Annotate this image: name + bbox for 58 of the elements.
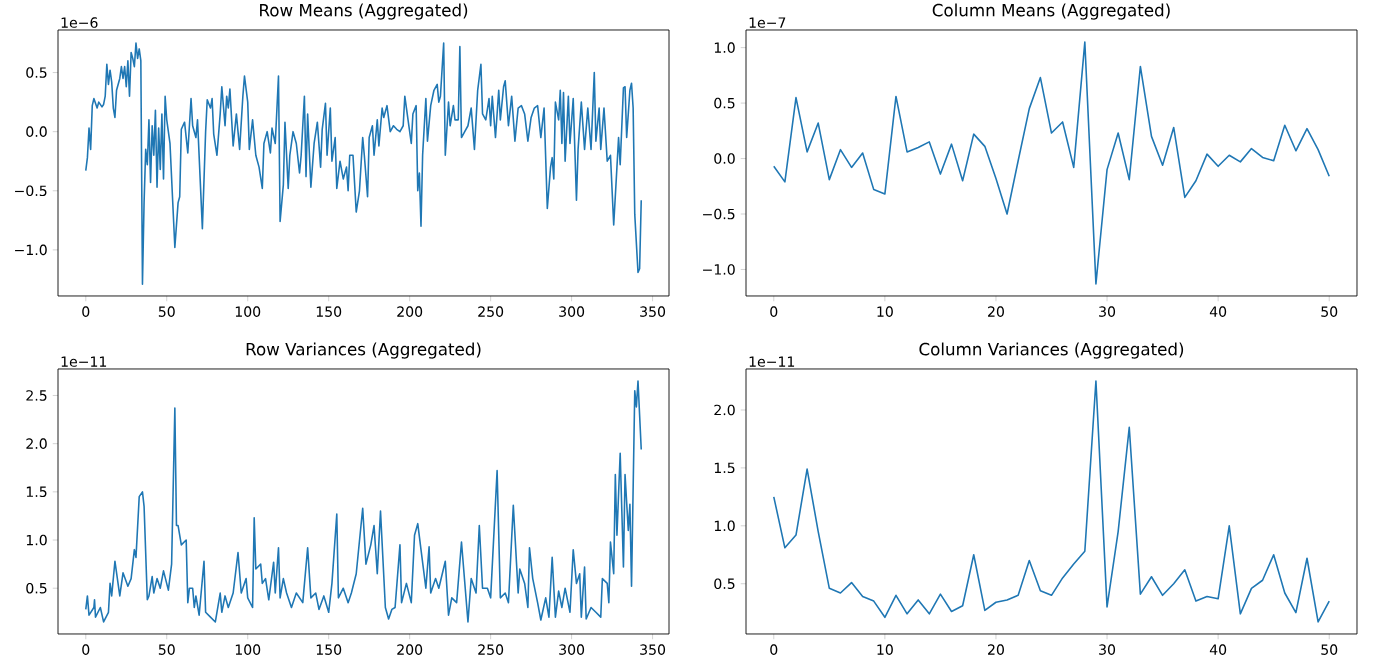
y-tick-label: 1.0 [26, 534, 47, 546]
y-tick-label: 0.5 [26, 582, 47, 594]
x-tick-label: 0 [770, 306, 778, 317]
x-tick-label: 10 [877, 306, 893, 317]
y-tick-label: 1.5 [26, 486, 47, 498]
x-tick-label: 50 [158, 644, 175, 655]
x-tick-label: 0 [82, 644, 90, 655]
x-tick-label: 0 [770, 644, 778, 655]
x-tick-label: 150 [316, 306, 342, 317]
chart-title: Column Means (Aggregated) [932, 3, 1170, 20]
text: 1e−11 [61, 356, 107, 367]
x-tick-label: 250 [478, 306, 504, 317]
y-tick-label: 2.5 [26, 390, 47, 401]
y-tick-label: 0.5 [26, 67, 47, 78]
x-tick-label: 40 [1209, 644, 1227, 655]
y-tick-label: −1.0 [15, 244, 47, 256]
x-tick-label: 50 [158, 306, 175, 317]
x-tick-label: 30 [1099, 644, 1116, 655]
y-tick-label: 0.0 [26, 126, 47, 137]
text: 1e−11 [749, 356, 795, 367]
x-tick-label: 100 [235, 306, 261, 317]
x-tick-label: 300 [559, 306, 585, 317]
x-tick-label: 50 [1321, 644, 1338, 655]
y-tick-label: −1.0 [703, 264, 735, 275]
x-tick-label: 200 [397, 306, 423, 317]
x-tick-label: 0 [82, 306, 90, 317]
chart-title: Column Variances (Aggregated) [919, 342, 1184, 359]
y-tick-label: 0.5 [714, 578, 735, 590]
y-tick-label: 2.0 [26, 438, 47, 449]
y-tick-label: 0.5 [714, 97, 735, 109]
y-tick-label: −0.5 [15, 185, 47, 197]
x-tick-label: 30 [1099, 306, 1116, 317]
chart-title: Row Variances (Aggregated) [246, 342, 481, 359]
x-tick-label: 20 [988, 306, 1004, 317]
x-tick-label: 50 [1321, 306, 1338, 317]
x-tick-label: 200 [397, 644, 423, 655]
x-tick-label: 40 [1209, 306, 1227, 317]
x-tick-label: 20 [988, 644, 1004, 655]
line-series [84, 42, 643, 285]
x-tick-label: 10 [877, 644, 893, 655]
line-series [772, 380, 1331, 623]
x-tick-label: 150 [316, 644, 342, 655]
line-series [772, 41, 1331, 285]
y-tick-label: 2.0 [714, 404, 735, 416]
x-tick-label: 350 [640, 644, 666, 655]
x-tick-label: 300 [559, 644, 585, 655]
y-tick-label: 1.5 [714, 462, 735, 474]
y-tick-label: 0.0 [714, 153, 735, 164]
y-tick-label: −0.5 [703, 208, 735, 220]
chart-title: Row Means (Aggregated) [260, 3, 468, 20]
y-tick-label: 1.0 [714, 520, 735, 532]
y-tick-label: 1.0 [714, 42, 735, 53]
text: 1e−6 [61, 17, 98, 28]
x-tick-label: 250 [478, 644, 504, 655]
x-tick-label: 100 [235, 644, 261, 655]
x-tick-label: 350 [640, 306, 666, 317]
line-series [84, 380, 643, 623]
text: 1e−7 [749, 17, 786, 28]
